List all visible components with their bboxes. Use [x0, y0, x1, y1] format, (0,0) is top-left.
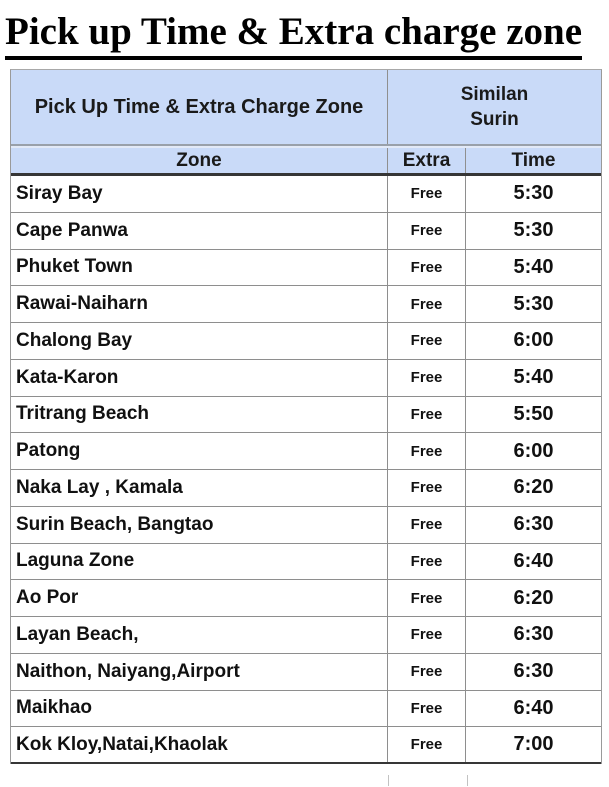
extra-cell: Free — [388, 690, 466, 727]
table-row: Cape Panwa Free 5:30 — [11, 212, 601, 250]
time-cell: 6:40 — [513, 549, 554, 572]
boat-name-line1: Similan — [460, 84, 529, 105]
table-row: Chalong Bay Free 6:00 — [11, 323, 601, 360]
table-row: Rawai-Naiharn Free 5:30 — [11, 286, 601, 323]
zone-cell: Layan Beach, — [11, 617, 388, 653]
header-table-name-cell: Pick Up Time & Extra Charge Zone — [11, 70, 388, 144]
time-cell: 5:40 — [513, 255, 554, 278]
extra-cell: Free — [388, 580, 466, 616]
time-cell: 6:30 — [513, 513, 554, 536]
extra-cell: Free — [388, 617, 466, 653]
time-cell: 7:00 — [513, 733, 554, 756]
time-cell: 6:30 — [513, 660, 554, 683]
extra-cell: Free — [388, 249, 466, 286]
zone-cell: Siray Bay — [11, 176, 388, 212]
column-divider-stub — [467, 775, 468, 786]
time-cell: 6:20 — [513, 476, 554, 499]
table-row: Kok Kloy,Natai,Khaolak Free 7:00 — [11, 727, 601, 764]
table-body: Siray Bay Free 5:30 Cape Panwa Free 5:30… — [11, 176, 601, 764]
time-cell: 5:30 — [513, 219, 554, 242]
table-row: Naithon, Naiyang,Airport Free 6:30 — [11, 653, 601, 691]
zone-cell: Laguna Zone — [11, 543, 388, 580]
time-cell: 6:30 — [513, 623, 554, 646]
extra-cell: Free — [388, 543, 466, 580]
table-row: Patong Free 6:00 — [11, 433, 601, 470]
zone-cell: Phuket Town — [11, 249, 388, 286]
extra-cell: Free — [388, 212, 466, 249]
zone-cell: Ao Por — [11, 580, 388, 616]
pickup-time-table: Pick Up Time & Extra Charge Zone Similan… — [10, 69, 602, 764]
table-row: Siray Bay Free 5:30 — [11, 176, 601, 213]
table-row: Layan Beach, Free 6:30 — [11, 617, 601, 654]
time-cell: 6:20 — [513, 586, 554, 609]
time-cell: 6:00 — [513, 329, 554, 352]
column-header-time: Time — [511, 149, 556, 171]
extra-cell: Free — [388, 433, 466, 469]
zone-cell: Surin Beach, Bangtao — [11, 506, 388, 543]
zone-cell: Naka Lay , Kamala — [11, 470, 388, 506]
zone-cell: Kata-Karon — [11, 359, 388, 396]
table-row: Maikhao Free 6:40 — [11, 690, 601, 728]
zone-cell: Chalong Bay — [11, 323, 388, 359]
extra-cell: Free — [388, 653, 466, 690]
table-row: Kata-Karon Free 5:40 — [11, 359, 601, 397]
table-header-group-row: Pick Up Time & Extra Charge Zone Similan… — [11, 70, 601, 146]
extra-cell: Free — [388, 727, 466, 762]
table-row: Surin Beach, Bangtao Free 6:30 — [11, 506, 601, 544]
table-row: Laguna Zone Free 6:40 — [11, 543, 601, 581]
zone-cell: Maikhao — [11, 690, 388, 727]
column-divider-stub — [388, 775, 389, 786]
boat-name-line2: Surin — [470, 109, 519, 130]
zone-cell: Kok Kloy,Natai,Khaolak — [11, 727, 388, 762]
extra-cell: Free — [388, 286, 466, 322]
zone-cell: Patong — [11, 433, 388, 469]
time-cell: 6:00 — [513, 439, 554, 462]
column-header-zone: Zone — [11, 148, 388, 173]
time-cell: 5:50 — [513, 402, 554, 425]
zone-cell: Cape Panwa — [11, 212, 388, 249]
column-header-extra: Extra — [388, 148, 466, 173]
time-cell: 5:30 — [513, 292, 554, 315]
extra-cell: Free — [388, 396, 466, 433]
page-title: Pick up Time & Extra charge zone — [5, 9, 583, 60]
table-row: Ao Por Free 6:20 — [11, 580, 601, 617]
table-columns-row: Zone Extra Time — [11, 146, 601, 176]
title-section: Pick up Time & Extra charge zone — [0, 0, 609, 60]
extra-cell: Free — [388, 323, 466, 359]
extra-cell: Free — [388, 470, 466, 506]
zone-cell: Naithon, Naiyang,Airport — [11, 653, 388, 690]
table-row: Tritrang Beach Free 5:50 — [11, 396, 601, 434]
table-row: Naka Lay , Kamala Free 6:20 — [11, 470, 601, 507]
zone-cell: Tritrang Beach — [11, 396, 388, 433]
extra-cell: Free — [388, 506, 466, 543]
table-row: Phuket Town Free 5:40 — [11, 249, 601, 287]
extra-cell: Free — [388, 359, 466, 396]
header-boat-cell: Similan Surin — [388, 70, 601, 144]
time-cell: 6:40 — [513, 696, 554, 719]
time-cell: 5:40 — [513, 366, 554, 389]
extra-cell: Free — [388, 176, 466, 212]
zone-cell: Rawai-Naiharn — [11, 286, 388, 322]
time-cell: 5:30 — [513, 182, 554, 205]
